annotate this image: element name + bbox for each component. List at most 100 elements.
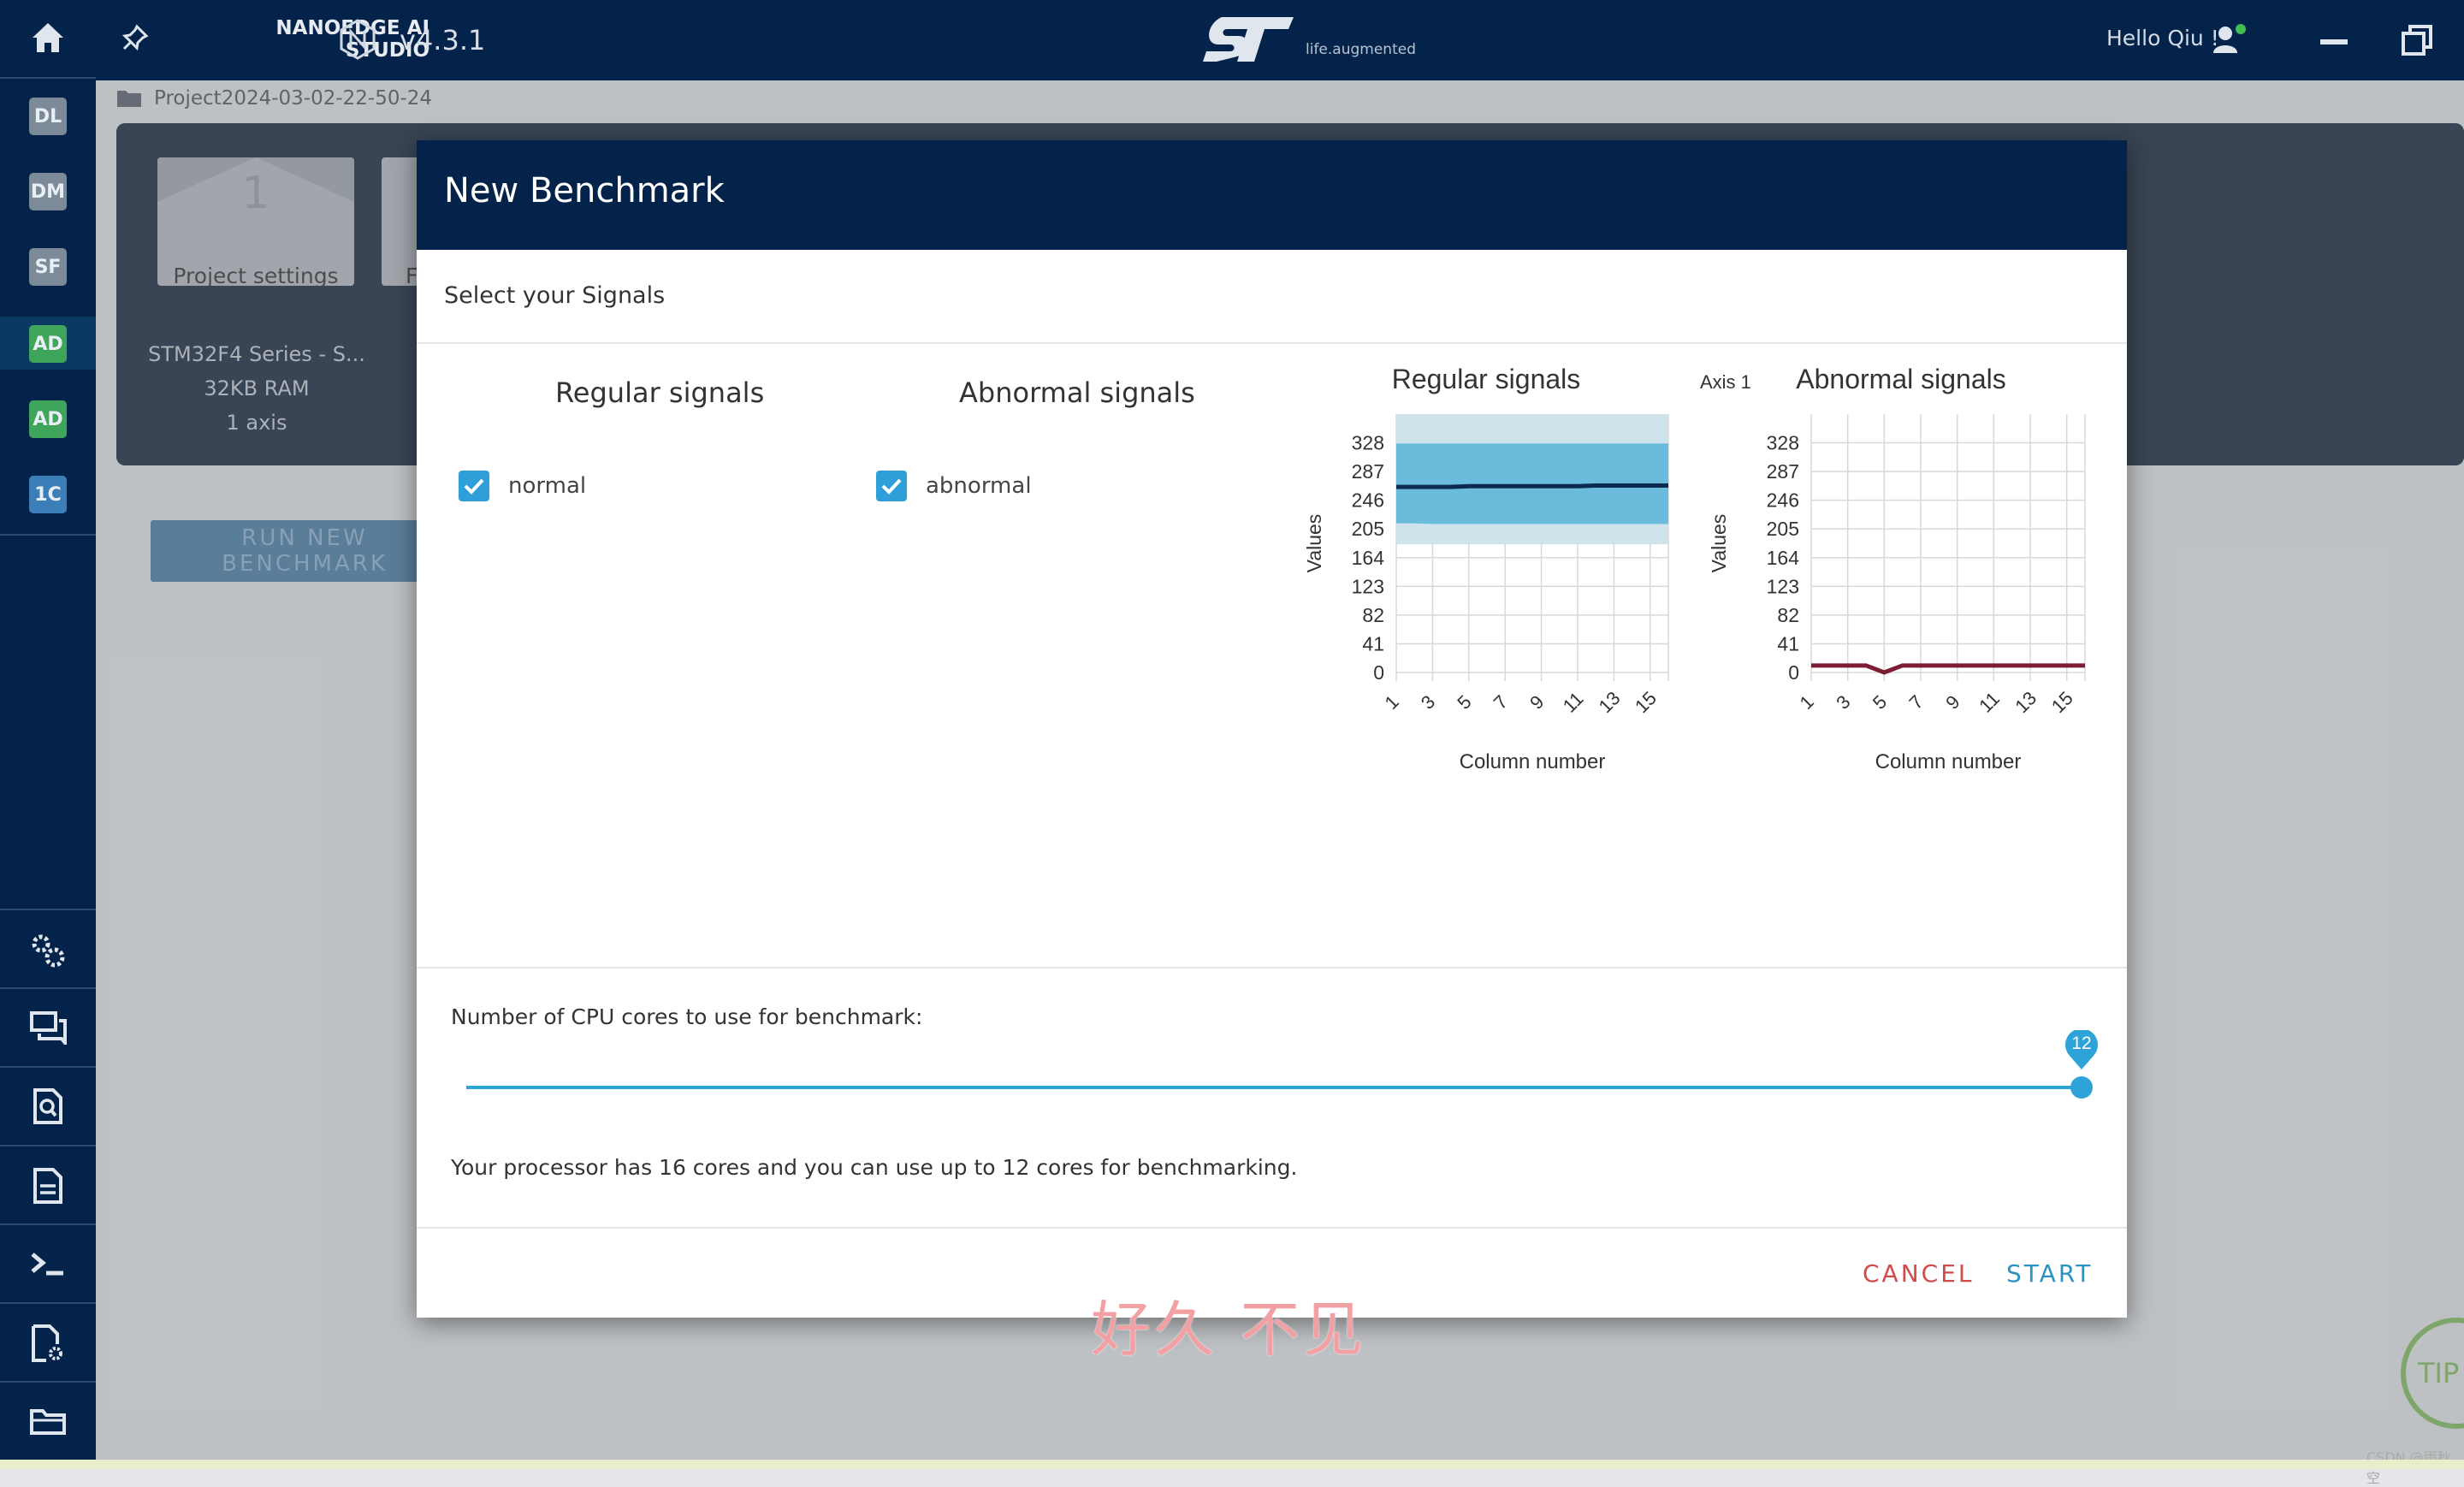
restore-window-button[interactable] — [2401, 24, 2433, 56]
y-tick-label: 328 — [1767, 432, 1799, 454]
document-icon — [33, 1168, 62, 1204]
sidebar-folder-button[interactable] — [0, 1383, 96, 1460]
sidebar-step-badge: DM — [29, 173, 67, 210]
y-tick-label: 164 — [1767, 547, 1800, 569]
regular-signal-row[interactable]: normal — [459, 471, 586, 501]
sidebar-step-dm-1[interactable]: DM — [0, 171, 96, 212]
x-tick-label: 1 — [1381, 691, 1403, 714]
step-label: Project settings — [173, 264, 339, 286]
abnormal-signal-row[interactable]: abnormal — [876, 471, 1032, 501]
sidebar-step-ad-4[interactable]: AD — [0, 399, 96, 440]
restore-window-icon — [2402, 25, 2432, 56]
chart-title: Regular signals — [1392, 364, 1581, 394]
chart-band-std_band — [1396, 443, 1668, 524]
sidebar-step-ad-3[interactable]: AD — [0, 323, 96, 364]
sidebar-file-settings-button[interactable] — [0, 1304, 96, 1383]
abnormal-signals-header: Abnormal signals — [959, 376, 1195, 409]
checkmark-icon — [464, 478, 484, 495]
sidebar-terminal-button[interactable] — [0, 1225, 96, 1304]
dialog-subtitle: Select your Signals — [444, 282, 666, 309]
y-tick-label: 287 — [1767, 460, 1799, 483]
step-number: 1 — [241, 168, 270, 219]
start-button[interactable]: START — [2006, 1259, 2094, 1288]
step-card-project-settings[interactable]: 1 Project settings — [157, 157, 354, 286]
x-tick-label: 13 — [1595, 687, 1625, 717]
y-tick-label: 205 — [1767, 518, 1799, 540]
x-tick-label: 3 — [1832, 691, 1854, 714]
regular-signals-header: Regular signals — [555, 376, 765, 409]
dialog-title: New Benchmark — [444, 171, 725, 210]
cpu-cores-slider-track[interactable] — [466, 1086, 2080, 1089]
cpu-cores-info: Your processor has 16 cores and you can … — [451, 1155, 1298, 1180]
abnormal-signal-checkbox[interactable] — [876, 471, 907, 501]
y-tick-label: 41 — [1777, 632, 1799, 655]
project-name: Project2024-03-02-22-50-24 — [154, 87, 433, 110]
y-tick-label: 123 — [1352, 575, 1384, 597]
st-tagline: life.augmented — [1306, 41, 1416, 58]
sidebar-step-badge: 1C — [29, 476, 67, 513]
sidebar-settings-button[interactable] — [0, 914, 96, 987]
app-name: NANOEDGE AI STUDIO — [275, 17, 429, 62]
sidebar-document-button[interactable] — [0, 1146, 96, 1225]
x-tick-label: 15 — [2047, 687, 2077, 717]
sidebar-search-doc-button[interactable] — [0, 1068, 96, 1145]
cpu-cores-label: Number of CPU cores to use for benchmark… — [451, 1004, 923, 1029]
cpu-cores-slider-thumb[interactable] — [2070, 1076, 2093, 1099]
breadcrumb: Project2024-03-02-22-50-24 — [116, 87, 432, 110]
terminal-icon — [31, 1253, 63, 1276]
chart-series-mean — [1396, 483, 1668, 489]
x-tick-label: 9 — [1941, 691, 1964, 714]
top-bar: NANOEDGE AI STUDIO v4.3.1 life.augmented… — [96, 0, 2464, 80]
regular-signals-chart: Regular signals 0 41 82 123 164 205 246 287 328 1 3… — [1303, 364, 1669, 773]
y-tick-label: 246 — [1352, 489, 1384, 512]
sidebar-step-badge: DL — [29, 98, 67, 135]
minimize-button[interactable] — [2319, 26, 2349, 56]
sidebar: DL DM SF AD AD 1C — [0, 0, 96, 1469]
user-greeting: Hello Qiu ! — [2106, 26, 2219, 50]
st-logo: life.augmented — [1199, 12, 1416, 70]
home-button[interactable] — [0, 0, 96, 75]
y-tick-label: 328 — [1352, 432, 1384, 454]
run-new-benchmark-button[interactable]: RUN NEW BENCHMARK — [151, 520, 459, 582]
user-icon — [2213, 24, 2246, 53]
sidebar-step-badge: AD — [29, 325, 67, 363]
dialog-header: New Benchmark — [417, 140, 2127, 250]
sidebar-step-1c-5[interactable]: 1C — [0, 474, 96, 515]
y-tick-label: 0 — [1788, 661, 1799, 684]
new-benchmark-dialog: New Benchmark Select your Signals Regula… — [417, 140, 2127, 1318]
y-tick-label: 82 — [1777, 604, 1799, 626]
project-axis: 1 axis — [226, 411, 287, 435]
x-tick-label: 1 — [1796, 691, 1818, 714]
project-mcu: STM32F4 Series - S... — [148, 342, 365, 366]
home-icon — [33, 23, 63, 52]
abnormal-signals-chart: Abnormal signals Axis 1 0 41 82 123 164 205 246 2… — [1700, 364, 2086, 773]
project-ram: 32KB RAM — [204, 376, 310, 400]
x-tick-label: 3 — [1417, 691, 1439, 714]
y-tick-label: 246 — [1767, 489, 1799, 512]
file-settings-icon — [32, 1324, 62, 1362]
x-tick-label: 5 — [1453, 691, 1475, 714]
sidebar-step-dl-0[interactable]: DL — [0, 96, 96, 137]
document-search-icon — [33, 1088, 62, 1124]
pin-button[interactable] — [121, 24, 149, 51]
user-account-button[interactable] — [2212, 22, 2247, 56]
cancel-button[interactable]: CANCEL — [1863, 1259, 1975, 1288]
step-label: F — [406, 264, 418, 286]
sidebar-step-sf-2[interactable]: SF — [0, 246, 96, 287]
x-tick-label: 7 — [1490, 691, 1512, 714]
x-axis-label: Column number — [1875, 750, 2022, 773]
settings-icon — [32, 934, 65, 968]
y-tick-label: 164 — [1352, 547, 1385, 569]
x-tick-label: 7 — [1905, 691, 1928, 714]
checkmark-icon — [881, 478, 902, 495]
folder-icon — [30, 1409, 66, 1435]
x-tick-label: 13 — [2011, 687, 2040, 717]
nanoedge-logo-icon — [340, 19, 376, 60]
y-axis-label: Values — [1708, 514, 1730, 573]
folder-icon — [117, 91, 141, 107]
regular-signal-checkbox[interactable] — [459, 471, 489, 501]
y-tick-label: 123 — [1767, 575, 1799, 597]
y-tick-label: 0 — [1373, 661, 1384, 684]
sidebar-chat-button[interactable] — [0, 989, 96, 1066]
cpu-cores-value: 12 — [2071, 1034, 2092, 1053]
